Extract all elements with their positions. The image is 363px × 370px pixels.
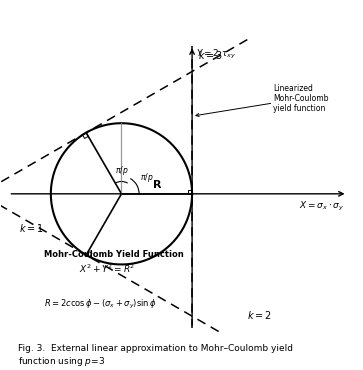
Text: $k = 3$: $k = 3$: [198, 49, 223, 61]
Text: $k = 1$: $k = 1$: [19, 222, 44, 234]
Text: $X^2 + Y^2 = R^2$: $X^2 + Y^2 = R^2$: [79, 263, 135, 275]
Text: $Y = 2\ \tau_{xy}$: $Y = 2\ \tau_{xy}$: [196, 48, 236, 61]
Text: $R = 2c\cos\phi - (\sigma_x + \sigma_y)\sin\phi$: $R = 2c\cos\phi - (\sigma_x + \sigma_y)\…: [44, 298, 156, 311]
Text: $\pi/p$: $\pi/p$: [115, 164, 129, 177]
Text: Mohr-Coulomb Yield Function: Mohr-Coulomb Yield Function: [44, 250, 184, 259]
Text: $\mathbf{R}$: $\mathbf{R}$: [152, 178, 162, 190]
Text: $k = 2$: $k = 2$: [247, 309, 272, 321]
Text: $\pi/p$: $\pi/p$: [140, 171, 154, 184]
Text: Linearized
Mohr-Coulomb
yield function: Linearized Mohr-Coulomb yield function: [196, 84, 329, 117]
Text: $X = \sigma_x \cdot \sigma_y$: $X = \sigma_x \cdot \sigma_y$: [299, 199, 344, 213]
Text: Fig. 3.  External linear approximation to Mohr–Coulomb yield
function using $p$=: Fig. 3. External linear approximation to…: [18, 344, 293, 368]
